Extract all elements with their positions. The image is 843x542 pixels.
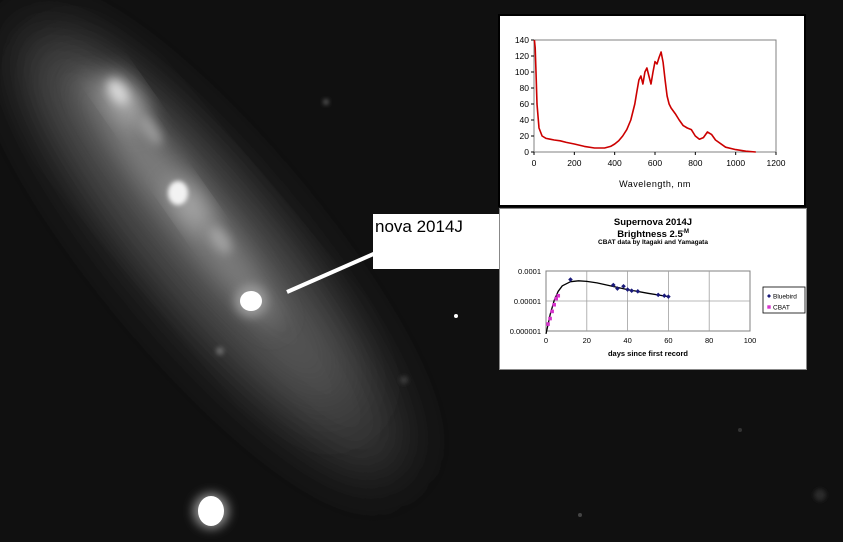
galaxy-core <box>104 74 232 254</box>
spectrum-xtick-label: 400 <box>608 158 622 168</box>
callout-label: nova 2014J <box>375 217 463 236</box>
legend-marker-bluebird <box>767 294 771 298</box>
pointer-line <box>286 250 379 294</box>
brightness-point-cbat <box>554 296 558 301</box>
brightness-xtick-label: 40 <box>623 336 631 345</box>
brightness-point-bluebird <box>666 294 671 299</box>
brightness-point-bluebird <box>629 288 634 294</box>
brightness-point-bluebird <box>615 286 620 291</box>
legend-label-cbat: CBAT <box>773 305 790 312</box>
brightness-xtick-label: 0 <box>544 336 548 345</box>
brightness-point-bluebird <box>621 283 626 289</box>
spectrum-xtick-label: 1000 <box>726 158 745 168</box>
brightness-subtitle: Brightness 2.5 <box>617 229 683 240</box>
spectrum-chart-panel: 0 20 40 60 80 100 120 140 0 200 400 600 800 1000 1200 W… <box>498 14 806 207</box>
brightness-point-cbat <box>546 322 550 326</box>
spectrum-ytick-label: 20 <box>520 131 530 141</box>
brightness-xtick-label: 100 <box>744 336 757 345</box>
brightness-xtick-label: 20 <box>583 336 591 345</box>
spectrum-xtick-label: 200 <box>567 158 581 168</box>
brightness-ytick-label: 0.0001 <box>518 267 541 276</box>
brightness-point-bluebird <box>662 293 667 299</box>
callout-label-box: nova 2014J <box>373 214 499 269</box>
brightness-xlabel: days since first record <box>608 349 688 358</box>
brightness-subtitle-exponent: -M <box>682 229 689 235</box>
spectrum-plot-area <box>533 39 777 153</box>
spectrum-ytick-label: 40 <box>520 115 530 125</box>
spectrum-ytick-label: 0 <box>524 147 529 157</box>
supernova <box>235 285 267 317</box>
brightness-point-bluebird <box>625 287 630 292</box>
brightness-point-cbat <box>548 316 552 321</box>
brightness-note: CBAT data by Itagaki and Yamagata <box>598 239 708 246</box>
legend-marker-cbat <box>767 305 771 309</box>
brightness-point-bluebird <box>655 292 661 298</box>
spectrum-xtick-label: 800 <box>688 158 702 168</box>
brightness-ytick-label: 0.000001 <box>510 327 541 336</box>
brightness-point-cbat <box>552 302 556 307</box>
spectrum-xtick-label: 0 <box>532 158 537 168</box>
brightness-xtick-label: 80 <box>705 336 713 345</box>
brightness-point-bluebird <box>611 282 616 288</box>
brightness-point-bluebird <box>635 289 641 294</box>
brightness-ytick-label: 0.00001 <box>514 297 541 306</box>
spectrum-ytick-label: 120 <box>515 51 529 61</box>
spectrum-chart: 0 20 40 60 80 100 120 140 0 200 400 600 800 1000 1200 W… <box>515 35 786 189</box>
background-stars <box>216 99 826 517</box>
spectrum-ytick-label: 140 <box>515 35 529 45</box>
brightness-xtick-label: 60 <box>664 336 672 345</box>
brightness-chart-panel: Supernova 2014J Brightness 2.5 -M CBAT data… <box>499 208 807 370</box>
legend-label-bluebird: Bluebird <box>773 294 797 301</box>
brightness-point-cbat <box>550 309 554 314</box>
brightness-fit-curve <box>545 280 669 335</box>
spectrum-ytick-label: 60 <box>520 99 530 109</box>
spectrum-xlabel: Wavelength, nm <box>619 179 691 189</box>
brightness-point-cbat <box>556 293 561 298</box>
spectrum-xtick-label: 600 <box>648 158 662 168</box>
spectrum-ytick-label: 100 <box>515 67 529 77</box>
spectrum-series-line <box>533 39 756 153</box>
spectrum-xtick-label: 1200 <box>767 158 786 168</box>
foreground-star <box>193 493 229 529</box>
spectrum-ytick-label: 80 <box>520 83 530 93</box>
brightness-point-bluebird <box>568 277 573 282</box>
brightness-title: Supernova 2014J <box>614 217 692 228</box>
